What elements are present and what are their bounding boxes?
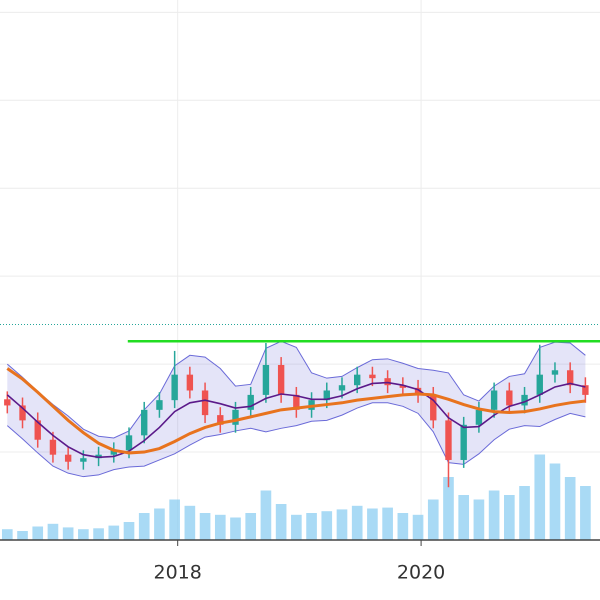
volume-bar [260,490,272,540]
candle-body [49,439,57,455]
candle-body [506,390,513,406]
candle-body [110,450,117,455]
candle-body [323,390,330,401]
volume-bar [306,513,317,540]
volume-bar [78,529,89,540]
candle-body [475,409,483,425]
candle-body [414,387,422,395]
candle-body [582,385,589,395]
volume-bar [17,531,28,540]
volume-bar [199,513,211,540]
volume-bar [488,490,500,540]
candle-body [338,385,346,391]
volume-bar [519,486,530,540]
candle-body [262,364,270,395]
volume-bar [534,454,546,540]
moving-average [6,381,586,459]
volume-bar [275,504,287,540]
candle-body [277,364,285,395]
volume-bar [412,514,424,540]
candle-body [125,435,133,451]
volume-bar [62,527,74,540]
candle-body [566,370,574,386]
volume-bar [184,505,196,540]
volume-bar [336,509,348,540]
volume-bar [367,508,378,540]
volume-bar [123,522,135,540]
volume-bar [351,505,363,540]
volume-bar [1,529,13,540]
volume-bar [214,514,226,540]
candle-body [4,399,11,406]
x-tick-label: 2020 [397,562,445,584]
candle-body [536,374,543,395]
candle-body [247,394,254,410]
volume-bar [138,513,150,540]
volume-bar [47,523,59,540]
candle-body [19,405,26,421]
candle-body [95,454,102,459]
volume-bar [32,526,44,540]
candle-body [217,415,224,425]
candle-body [445,420,452,460]
volume-bar [397,513,409,540]
candle-body [186,374,194,391]
volume-bar [473,499,485,540]
band-edge [6,340,586,439]
volume-bar [321,511,333,540]
volume-bar [93,528,104,540]
volume-bar [230,517,241,540]
band-edge [6,402,586,478]
volume-bar [504,495,515,540]
volume-bar [458,495,470,540]
volume-bar [169,499,180,540]
volume-bar [108,525,120,540]
candle-body [156,400,163,410]
candle-body [490,390,498,410]
x-tick-label: 2018 [154,562,202,584]
candle-body [171,374,178,401]
candle-body [354,374,361,386]
volume-bar [291,514,302,540]
volume-bar [154,508,165,540]
candle-body [232,409,239,425]
candle-body [430,394,437,421]
volume-bar [549,463,561,540]
candle-body [293,394,300,410]
volume-bar [382,507,393,540]
volume-bar [443,477,454,540]
candle-body [521,394,528,406]
moving-average [6,367,586,455]
candle-body [201,390,209,416]
candle-body [64,454,72,462]
candle-body [460,424,467,460]
candle-body [369,374,376,379]
volume-bar [245,513,257,540]
candle-body [141,409,148,436]
candle-body [384,378,391,386]
candle-body [80,458,87,462]
volume-bar [564,477,576,540]
candle-body [34,420,41,440]
candle-body [551,370,559,375]
volume-bar [580,486,591,540]
volume-bar [427,499,439,540]
candle-body [399,385,407,388]
